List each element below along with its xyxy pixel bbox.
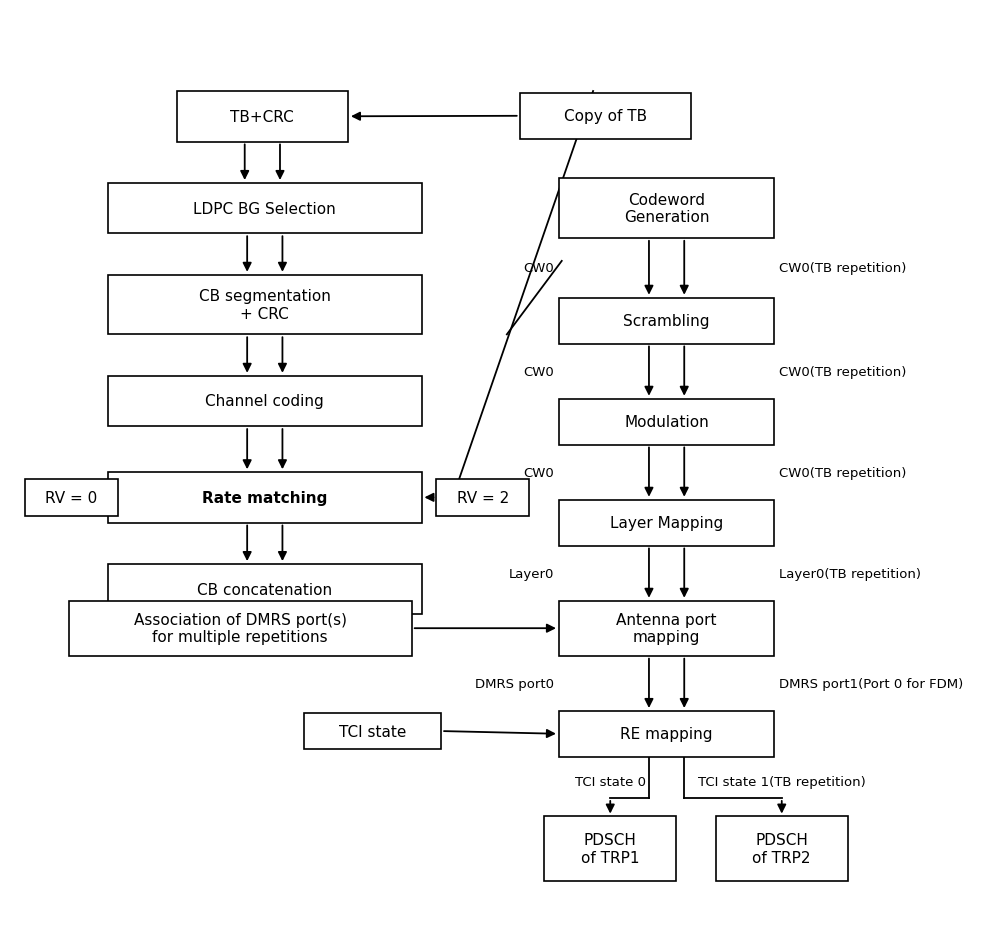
FancyBboxPatch shape (436, 479, 529, 516)
FancyBboxPatch shape (177, 92, 348, 142)
Text: CW0(TB repetition): CW0(TB repetition) (779, 365, 907, 378)
Text: PDSCH
of TRP2: PDSCH of TRP2 (753, 832, 811, 865)
FancyBboxPatch shape (559, 299, 774, 344)
FancyBboxPatch shape (716, 816, 848, 881)
Text: TCI state 0: TCI state 0 (575, 775, 646, 788)
FancyBboxPatch shape (559, 399, 774, 446)
Text: Layer Mapping: Layer Mapping (610, 516, 723, 531)
Text: Channel coding: Channel coding (205, 394, 324, 409)
FancyBboxPatch shape (559, 601, 774, 656)
Text: Association of DMRS port(s)
for multiple repetitions: Association of DMRS port(s) for multiple… (134, 612, 347, 645)
Text: TB+CRC: TB+CRC (230, 110, 294, 124)
Text: CW0: CW0 (523, 365, 554, 378)
FancyBboxPatch shape (108, 376, 422, 427)
FancyBboxPatch shape (559, 500, 774, 546)
Text: LDPC BG Selection: LDPC BG Selection (193, 201, 336, 216)
Text: Modulation: Modulation (624, 415, 709, 430)
FancyBboxPatch shape (559, 711, 774, 757)
Text: Layer0: Layer0 (509, 567, 554, 580)
FancyBboxPatch shape (69, 601, 412, 656)
FancyBboxPatch shape (108, 275, 422, 335)
Text: RV = 0: RV = 0 (45, 490, 97, 505)
Text: TCI state: TCI state (339, 724, 406, 739)
Text: DMRS port0: DMRS port0 (475, 677, 554, 690)
Text: Rate matching: Rate matching (202, 490, 327, 505)
Text: CB segmentation
+ CRC: CB segmentation + CRC (199, 289, 331, 321)
Text: CB concatenation: CB concatenation (197, 582, 332, 597)
Text: Scrambling: Scrambling (623, 314, 710, 329)
Text: CW0: CW0 (523, 466, 554, 479)
Text: TCI state 1(TB repetition): TCI state 1(TB repetition) (698, 775, 866, 788)
Text: PDSCH
of TRP1: PDSCH of TRP1 (581, 832, 640, 865)
Text: Antenna port
mapping: Antenna port mapping (616, 612, 717, 645)
FancyBboxPatch shape (25, 479, 118, 516)
FancyBboxPatch shape (520, 94, 691, 139)
Text: DMRS port1(Port 0 for FDM): DMRS port1(Port 0 for FDM) (779, 677, 964, 690)
Text: Copy of TB: Copy of TB (564, 110, 647, 124)
FancyBboxPatch shape (304, 713, 441, 750)
FancyBboxPatch shape (544, 816, 676, 881)
Text: Codeword
Generation: Codeword Generation (624, 193, 709, 225)
FancyBboxPatch shape (108, 564, 422, 615)
Text: RE mapping: RE mapping (620, 726, 713, 741)
FancyBboxPatch shape (108, 183, 422, 234)
Text: CW0(TB repetition): CW0(TB repetition) (779, 466, 907, 479)
FancyBboxPatch shape (108, 473, 422, 523)
Text: CW0: CW0 (523, 262, 554, 275)
Text: RV = 2: RV = 2 (457, 490, 509, 505)
FancyBboxPatch shape (559, 179, 774, 239)
Text: CW0(TB repetition): CW0(TB repetition) (779, 262, 907, 275)
Text: Layer0(TB repetition): Layer0(TB repetition) (779, 567, 921, 580)
